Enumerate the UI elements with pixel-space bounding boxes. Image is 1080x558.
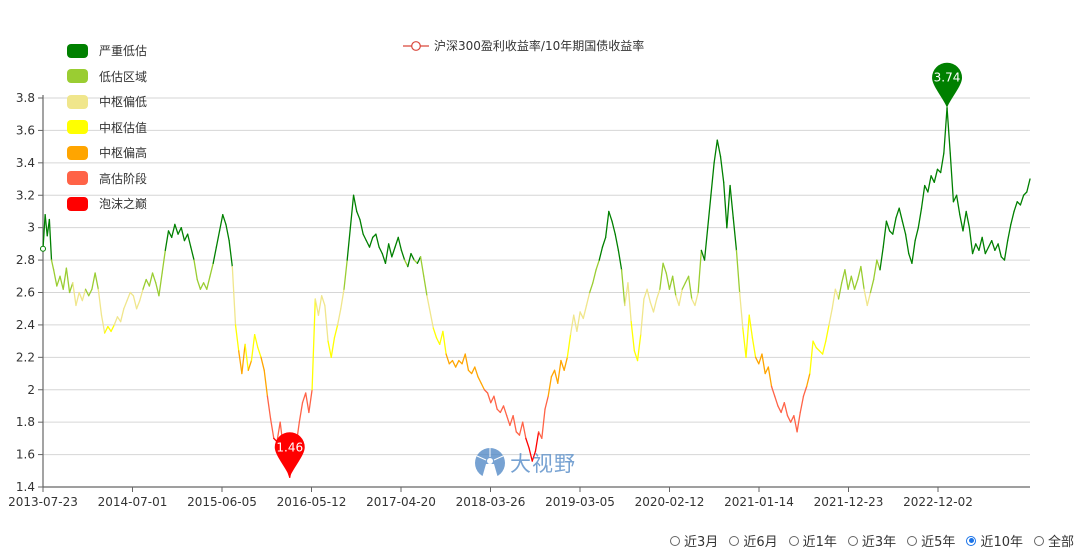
legend-item[interactable]: 严重低估 [67, 38, 147, 64]
svg-text:3.74: 3.74 [934, 71, 961, 85]
y-tick-label: 3.4 [16, 156, 35, 170]
legend-item[interactable]: 泡沫之巅 [67, 191, 147, 217]
legend-label: 中枢偏低 [99, 95, 148, 110]
gridlines [43, 97, 1030, 456]
y-tick-label: 2 [27, 383, 35, 397]
y-tick-label: 2.4 [16, 318, 35, 332]
range-option[interactable]: 近1年 [788, 531, 837, 550]
svg-text:1.46: 1.46 [276, 440, 303, 454]
legend-swatch-icon [67, 171, 88, 186]
x-tick-label: 2022-12-02 [903, 495, 973, 509]
x-tick-label: 2021-01-14 [724, 495, 794, 509]
zone-legend: 严重低估低估区域中枢偏低中枢估值中枢偏高高估阶段泡沫之巅 [67, 38, 147, 217]
radio-unchecked-icon[interactable] [729, 535, 740, 546]
legend-swatch-icon [67, 196, 88, 211]
series-legend-label: 沪深300盈利收益率/10年期国债收益率 [434, 39, 645, 53]
y-tick-label: 3.8 [16, 91, 35, 105]
x-tick-label: 2017-04-20 [366, 495, 436, 509]
range-option[interactable]: 近3月 [670, 531, 718, 550]
legend-label: 泡沫之巅 [99, 197, 148, 212]
range-option-label: 近3年 [861, 535, 897, 550]
legend-swatch-icon [67, 145, 88, 160]
legend-item[interactable]: 中枢偏高 [67, 140, 147, 166]
legend-swatch-icon [67, 94, 88, 109]
y-axis: 1.4 1.6 1.8 2 2.2 2.4 2.6 2.8 3 3.2 3.4 3.6 3.8 [16, 91, 44, 494]
x-tick-label: 2015-06-05 [187, 495, 257, 509]
y-tick-label: 1.6 [16, 448, 35, 462]
range-option[interactable]: 近10年 [966, 531, 1023, 550]
y-tick-label: 2.8 [16, 253, 35, 267]
legend-item[interactable]: 中枢估值 [67, 115, 147, 141]
extreme-pin-marker: 3.74 [932, 62, 963, 108]
legend-swatch-icon [67, 120, 88, 135]
range-option-label: 近1年 [802, 535, 837, 550]
extreme-pin-marker: 1.46 [274, 432, 305, 478]
legend-label: 高估阶段 [99, 171, 148, 186]
legend-item[interactable]: 中枢偏低 [67, 89, 147, 115]
data-series-line[interactable] [40, 107, 1031, 478]
range-option[interactable]: 近5年 [907, 531, 955, 550]
legend-label: 中枢估值 [99, 120, 148, 135]
x-tick-label: 2018-03-26 [456, 495, 526, 509]
y-tick-label: 3 [27, 221, 35, 235]
x-tick-label: 2019-03-05 [545, 495, 615, 509]
range-option[interactable]: 近6月 [729, 531, 778, 550]
range-option-label: 近6月 [743, 535, 778, 550]
range-option-label: 近10年 [980, 535, 1023, 550]
watermark-text: 大视野 [510, 452, 576, 476]
radio-unchecked-icon[interactable] [670, 535, 681, 546]
radio-unchecked-icon[interactable] [847, 535, 858, 546]
range-option-label: 全部 [1047, 535, 1074, 550]
range-option[interactable]: 近3年 [847, 531, 897, 550]
extreme-markers: 3.74 1.46 [274, 62, 963, 478]
y-tick-label: 3.2 [16, 188, 35, 202]
series-legend[interactable]: 沪深300盈利收益率/10年期国债收益率 [403, 37, 644, 54]
x-axis: 2013-07-23 2014-07-01 2015-06-05 2016-05-12… [8, 486, 1030, 509]
legend-swatch-icon [67, 69, 88, 84]
x-tick-label: 2013-07-23 [8, 495, 78, 509]
radio-checked-icon[interactable] [966, 535, 977, 546]
y-tick-label: 3.6 [16, 123, 35, 137]
legend-label: 低估区域 [99, 69, 148, 84]
radio-unchecked-icon[interactable] [907, 535, 918, 546]
range-option-label: 近3月 [684, 535, 719, 550]
y-tick-label: 2.6 [16, 286, 35, 300]
y-tick-label: 1.8 [16, 415, 35, 429]
time-range-selector: 近3月 近6月 近1年 近3年 近5年 近10年 全部 [659, 531, 1074, 550]
range-option[interactable]: 全部 [1033, 531, 1074, 550]
legend-label: 严重低估 [99, 44, 148, 59]
y-tick-label: 2.2 [16, 350, 35, 364]
legend-item[interactable]: 高估阶段 [67, 166, 147, 192]
radio-unchecked-icon[interactable] [788, 535, 799, 546]
watermark: 大视野 [473, 448, 576, 478]
line-circle-icon [403, 40, 429, 51]
logo-icon [475, 448, 505, 478]
legend-item[interactable]: 低估区域 [67, 64, 147, 90]
legend-swatch-icon [67, 43, 88, 58]
x-tick-label: 2021-12-23 [814, 495, 884, 509]
y-tick-label: 1.4 [16, 480, 35, 494]
x-tick-label: 2016-05-12 [277, 495, 347, 509]
radio-unchecked-icon[interactable] [1033, 535, 1044, 546]
x-tick-label: 2020-02-12 [635, 495, 705, 509]
range-option-label: 近5年 [921, 535, 956, 550]
legend-label: 中枢偏高 [99, 146, 148, 161]
x-tick-label: 2014-07-01 [98, 495, 168, 509]
